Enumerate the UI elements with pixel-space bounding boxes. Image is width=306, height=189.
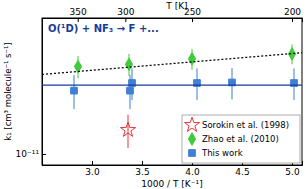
legend-label: This work [201, 148, 243, 158]
plot-frame [42, 18, 302, 165]
x2-tick-label: 200 [284, 7, 301, 17]
fit-line [42, 53, 302, 75]
legend-label: Zhao et al. (2010) [202, 134, 279, 144]
chart: 3.03.54.04.55.035030025020010⁻¹¹O(¹D) + … [0, 0, 306, 189]
x-tick: 4.5 [235, 161, 249, 177]
x-tick: 3.5 [135, 161, 149, 177]
x-tick-mark [142, 161, 143, 165]
error-bar [128, 115, 129, 148]
legend-marker [189, 150, 196, 157]
x2-tick: 350 [70, 7, 87, 22]
legend-box [182, 115, 300, 163]
x-tick-label: 4.5 [235, 167, 249, 177]
legend: Sorokin et al. (1998) Zhao et al. (2010) T… [182, 115, 300, 163]
legend-label: Sorokin et al. (1998) [202, 120, 289, 130]
title: O(¹D) + NF₃ → F +... [48, 23, 159, 34]
y-axis: 10⁻¹¹ [16, 19, 46, 166]
x2-tick-mark [125, 18, 126, 22]
marker [188, 53, 195, 65]
x-axis-title: 1000 / T [K⁻¹] [141, 179, 202, 189]
x2-tick-label: 300 [117, 7, 134, 17]
x-tick-label: 3.0 [85, 167, 100, 177]
x2-tick: 300 [117, 7, 134, 22]
x-axis: 3.0 3.5 4.0 4.5 5.0 [43, 161, 303, 177]
plot: 3.03.54.04.55.035030025020010⁻¹¹O(¹D) + … [16, 7, 303, 177]
y-axis-line [43, 19, 47, 166]
y-tick-mark [42, 154, 46, 155]
x-tick-label: 3.5 [135, 167, 149, 177]
x2-tick-mark [192, 18, 193, 22]
y-tick-label: 10⁻¹¹ [16, 149, 40, 159]
x2-tick-label: 350 [70, 7, 87, 17]
x-tick: 5.0 [285, 161, 300, 177]
x-tick-label: 5.0 [285, 167, 300, 177]
y-axis-title: k₁ [cm³ molecule⁻¹ s⁻¹] [3, 42, 13, 140]
x2-tick-mark [78, 18, 79, 22]
x-tick-label: 4.0 [185, 167, 200, 177]
x-tick: 4.0 [185, 161, 200, 177]
fit-line [42, 84, 302, 85]
x2-axis-line [43, 19, 303, 23]
x2-tick-mark [292, 18, 293, 22]
y-tick: 10⁻¹¹ [16, 149, 46, 159]
x2-axis-title: T [K] [165, 1, 187, 11]
marker [71, 87, 78, 94]
x2-tick: 200 [284, 7, 301, 22]
x-tick: 3.0 [85, 161, 100, 177]
legend-marker [184, 117, 199, 131]
x-tick-mark [92, 161, 93, 165]
marker [120, 122, 135, 136]
legend-marker [188, 133, 195, 145]
